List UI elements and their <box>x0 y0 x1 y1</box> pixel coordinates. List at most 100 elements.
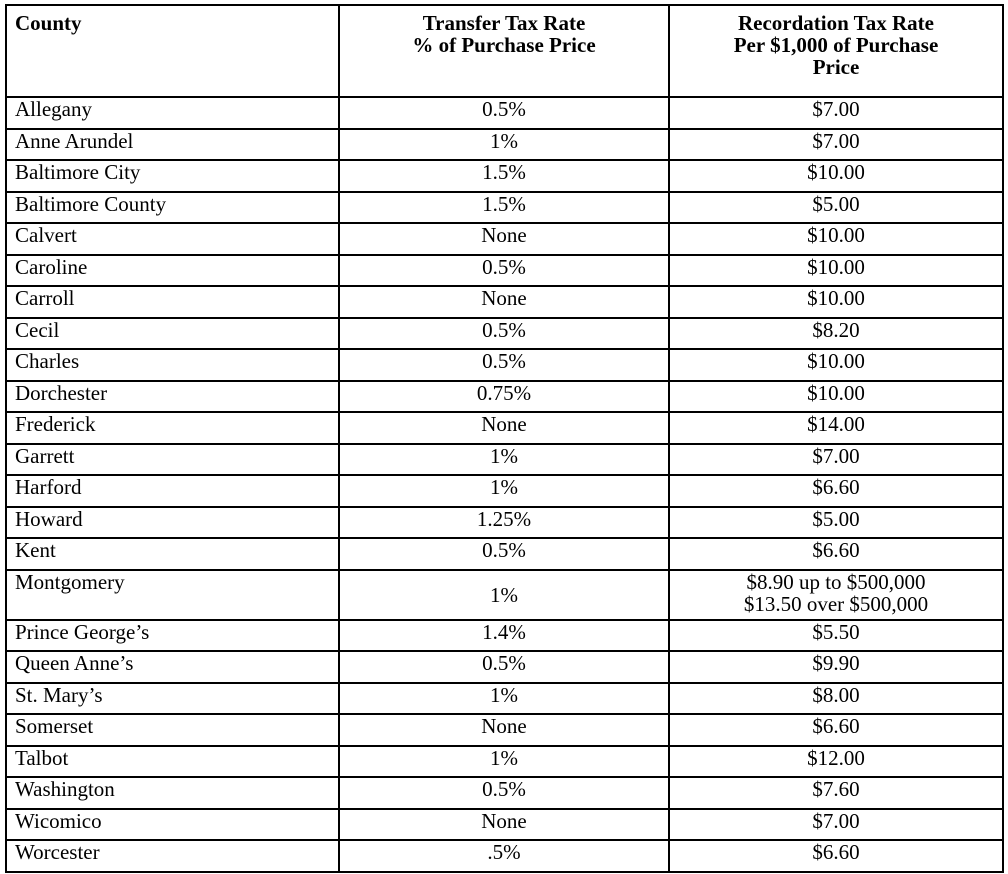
transfer-tax-cell: None <box>338 411 670 445</box>
table-row: Calvert None $10.00 <box>5 222 1004 256</box>
transfer-tax-cell: None <box>338 285 670 319</box>
recordation-line: $7.60 <box>812 777 860 801</box>
table-row: Baltimore County 1.5% $5.00 <box>5 190 1004 224</box>
county-cell: Frederick <box>5 411 340 445</box>
recordation-line: $5.50 <box>812 619 860 644</box>
recordation-tax-cell: $7.00 <box>668 127 1004 161</box>
recordation-tax-cell: $6.60 <box>668 474 1004 508</box>
header-line: Transfer Tax Rate <box>422 11 586 35</box>
county-cell: Harford <box>5 474 340 508</box>
table-row: Talbot 1% $12.00 <box>5 744 1004 778</box>
transfer-tax-cell: 0.5% <box>338 650 670 684</box>
transfer-tax-cell: None <box>338 807 670 841</box>
transfer-tax-cell: 1% <box>338 744 670 778</box>
county-cell: Baltimore City <box>5 159 340 193</box>
transfer-tax-cell: 0.5% <box>338 96 670 130</box>
recordation-tax-cell: $10.00 <box>668 159 1004 193</box>
recordation-tax-header: Recordation Tax Rate Per $1,000 of Purcha… <box>668 4 1004 98</box>
recordation-line: $8.90 up to $500,000 <box>746 569 926 594</box>
recordation-line: $14.00 <box>807 412 865 436</box>
header-line: % of Purchase Price <box>412 33 596 57</box>
table-row: Allegany 0.5% $7.00 <box>5 96 1004 130</box>
table-row: Montgomery 1% $8.90 up to $500,000 $13.50 o… <box>5 568 1004 621</box>
county-header: County <box>5 4 340 98</box>
table-row: Somerset None $6.60 <box>5 713 1004 747</box>
recordation-line: $10.00 <box>807 349 865 373</box>
transfer-tax-cell: 1.25% <box>338 505 670 539</box>
county-tax-rate-table: County Transfer Tax Rate% of Purchase Pri… <box>5 4 1004 873</box>
transfer-tax-cell: 1% <box>338 442 670 476</box>
table-row: Howard 1.25% $5.00 <box>5 505 1004 539</box>
recordation-line: $6.60 <box>812 538 860 562</box>
county-cell: Cecil <box>5 316 340 350</box>
table-row: Washington 0.5% $7.60 <box>5 776 1004 810</box>
table-row: Harford 1% $6.60 <box>5 474 1004 508</box>
recordation-tax-cell: $12.00 <box>668 744 1004 778</box>
table-row: Charles 0.5% $10.00 <box>5 348 1004 382</box>
county-cell: Somerset <box>5 713 340 747</box>
header-line: Recordation Tax Rate <box>738 11 934 35</box>
recordation-line: $12.00 <box>807 745 865 770</box>
recordation-line: $8.00 <box>812 682 860 707</box>
recordation-tax-cell: $9.90 <box>668 650 1004 684</box>
header-line: Per $1,000 of Purchase <box>733 33 939 57</box>
recordation-tax-cell: $5.00 <box>668 505 1004 539</box>
transfer-tax-cell: 1% <box>338 474 670 508</box>
recordation-line: $5.00 <box>812 506 860 531</box>
table-row: Worcester .5% $6.60 <box>5 839 1004 873</box>
county-cell: Washington <box>5 776 340 810</box>
recordation-line: $10.00 <box>807 380 865 405</box>
county-cell: Anne Arundel <box>5 127 340 161</box>
header-line: County <box>15 11 82 35</box>
recordation-tax-cell: $7.00 <box>668 96 1004 130</box>
table-row: Garrett 1% $7.00 <box>5 442 1004 476</box>
transfer-tax-cell: 1% <box>338 127 670 161</box>
recordation-tax-cell: $8.20 <box>668 316 1004 350</box>
table-row: Dorchester 0.75% $10.00 <box>5 379 1004 413</box>
table-row: Queen Anne’s 0.5% $9.90 <box>5 650 1004 684</box>
county-cell: Carroll <box>5 285 340 319</box>
transfer-tax-cell: 0.5% <box>338 253 670 287</box>
county-cell: Montgomery <box>5 568 340 621</box>
recordation-line: $13.50 over $500,000 <box>743 591 929 616</box>
transfer-tax-cell: 0.5% <box>338 348 670 382</box>
recordation-line: $6.60 <box>812 714 860 738</box>
recordation-line: $6.60 <box>812 840 860 864</box>
recordation-line: $6.60 <box>812 475 860 499</box>
recordation-tax-cell: $14.00 <box>668 411 1004 445</box>
county-cell: Allegany <box>5 96 340 130</box>
county-cell: Queen Anne’s <box>5 650 340 684</box>
recordation-line: $10.00 <box>807 254 865 279</box>
recordation-line: $9.90 <box>812 651 860 675</box>
table-row: Kent 0.5% $6.60 <box>5 537 1004 571</box>
transfer-tax-header: Transfer Tax Rate% of Purchase Price <box>338 4 670 98</box>
recordation-tax-cell: $7.60 <box>668 776 1004 810</box>
table-row: Caroline 0.5% $10.00 <box>5 253 1004 287</box>
recordation-line: $10.00 <box>807 286 865 310</box>
transfer-tax-cell: 1% <box>338 681 670 715</box>
table-row: Wicomico None $7.00 <box>5 807 1004 841</box>
recordation-tax-cell: $6.60 <box>668 713 1004 747</box>
recordation-tax-cell: $6.60 <box>668 537 1004 571</box>
recordation-tax-cell: $10.00 <box>668 348 1004 382</box>
transfer-tax-cell: None <box>338 222 670 256</box>
table-row: Carroll None $10.00 <box>5 285 1004 319</box>
table-row: Anne Arundel 1% $7.00 <box>5 127 1004 161</box>
recordation-tax-cell: $10.00 <box>668 222 1004 256</box>
county-cell: Wicomico <box>5 807 340 841</box>
transfer-tax-cell: 1.5% <box>338 159 670 193</box>
transfer-tax-cell: 0.5% <box>338 537 670 571</box>
recordation-line: $7.00 <box>812 97 860 121</box>
recordation-line: $7.00 <box>812 128 860 153</box>
recordation-tax-cell: $10.00 <box>668 379 1004 413</box>
recordation-tax-cell: $10.00 <box>668 253 1004 287</box>
transfer-tax-cell: .5% <box>338 839 670 873</box>
recordation-line: $7.00 <box>812 443 860 468</box>
recordation-tax-cell: $6.60 <box>668 839 1004 873</box>
table-row: Baltimore City 1.5% $10.00 <box>5 159 1004 193</box>
table-row: Cecil 0.5% $8.20 <box>5 316 1004 350</box>
recordation-line: $10.00 <box>807 160 865 184</box>
recordation-line: $5.00 <box>812 191 860 216</box>
county-cell: Dorchester <box>5 379 340 413</box>
transfer-tax-cell: 0.5% <box>338 776 670 810</box>
